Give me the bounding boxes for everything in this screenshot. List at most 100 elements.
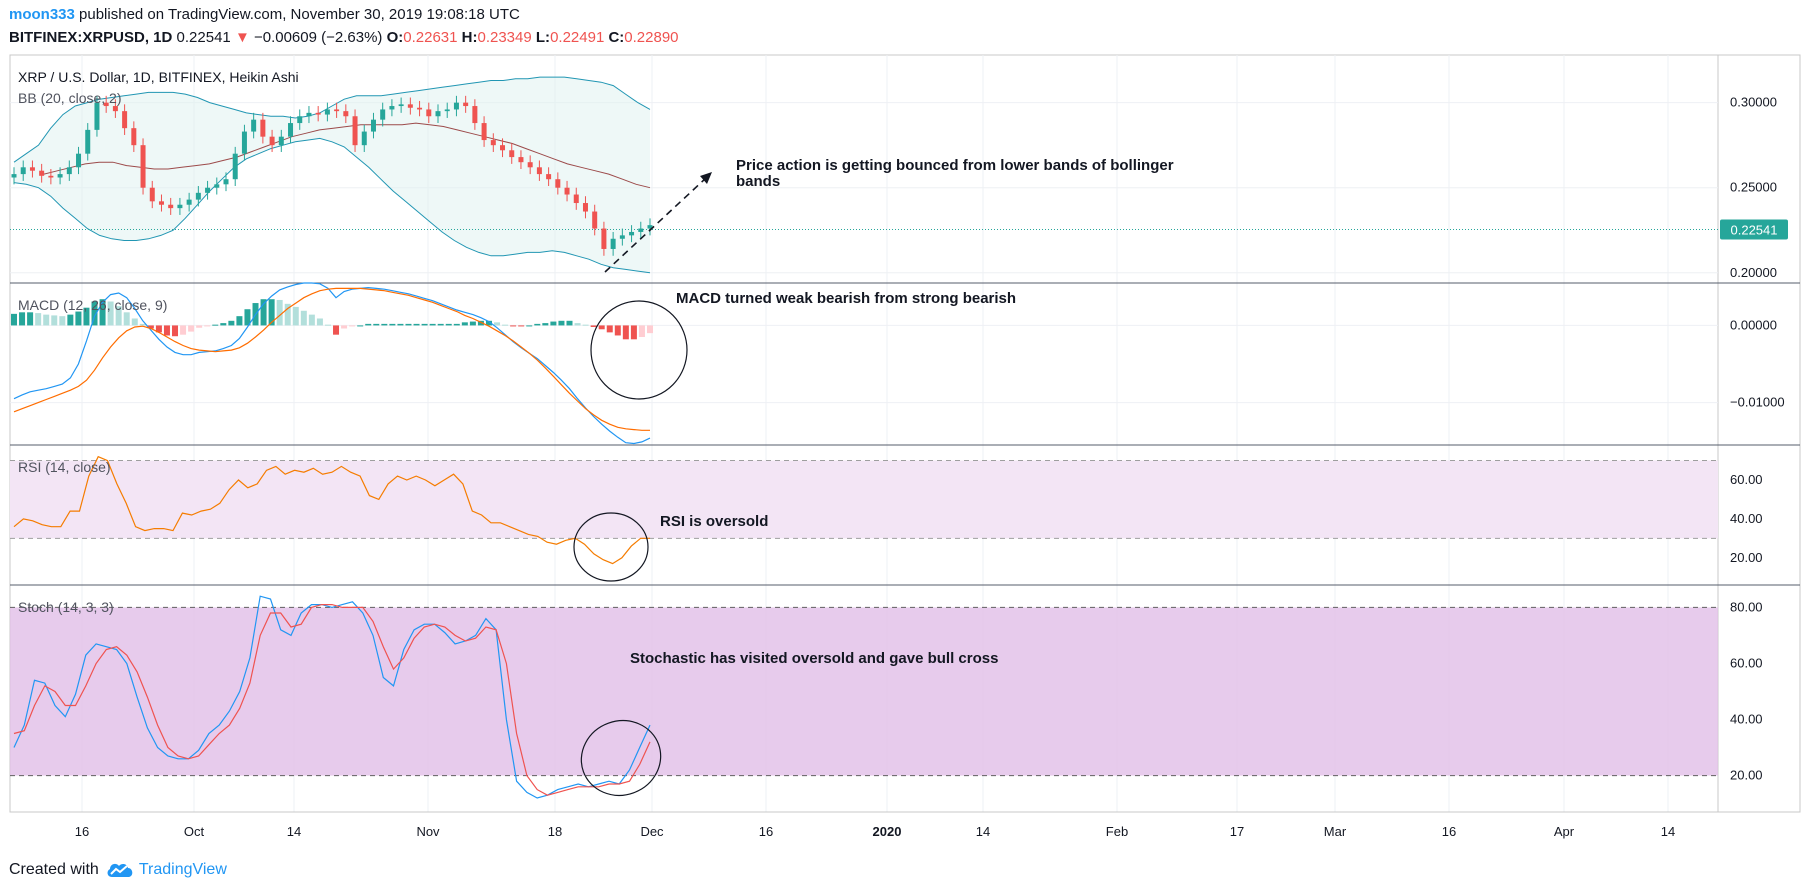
candle[interactable] (463, 102, 469, 107)
candle[interactable] (582, 203, 588, 212)
candle[interactable] (297, 116, 303, 124)
stoch-axis-label: 40.00 (1730, 712, 1763, 727)
macd-histogram-bar (188, 325, 195, 332)
candle[interactable] (39, 170, 45, 176)
candle[interactable] (306, 112, 312, 117)
candle[interactable] (398, 104, 404, 107)
macd-histogram-bar (437, 323, 444, 326)
candle[interactable] (260, 119, 266, 137)
candle[interactable] (573, 194, 579, 204)
candle[interactable] (472, 106, 478, 124)
candle[interactable] (647, 225, 653, 229)
macd-histogram-bar (139, 323, 146, 326)
bollinger-legend[interactable]: BB (20, close, 2) (18, 90, 122, 106)
candle[interactable] (426, 109, 432, 117)
symbol-legend: XRP / U.S. Dollar, 1D, BITFINEX, Heikin … (18, 69, 299, 85)
bollinger-upper-line (13, 76, 651, 163)
x-axis-label-14: 14 (976, 824, 990, 839)
x-axis-label-14: 14 (1661, 824, 1675, 839)
candle[interactable] (509, 150, 515, 158)
high-label: H: (461, 29, 478, 46)
macd-histogram-bar (397, 323, 404, 326)
candle[interactable] (177, 204, 183, 209)
candle[interactable] (214, 184, 220, 188)
candle[interactable] (112, 106, 118, 112)
tradingview-brand-link[interactable]: TradingView (138, 861, 227, 878)
candle[interactable] (103, 102, 109, 107)
candle[interactable] (241, 131, 247, 154)
candle[interactable] (11, 174, 17, 178)
candle[interactable] (564, 187, 570, 195)
macd-legend[interactable]: MACD (12, 26, close, 9) (18, 297, 167, 313)
candle[interactable] (453, 102, 459, 110)
macd-histogram-bar (107, 301, 114, 326)
candle[interactable] (76, 153, 82, 168)
candle[interactable] (278, 136, 284, 146)
macd-histogram-bar (244, 309, 251, 326)
candle[interactable] (168, 204, 174, 209)
candle[interactable] (610, 238, 616, 249)
candle[interactable] (158, 201, 164, 205)
candle[interactable] (481, 123, 487, 141)
candle[interactable] (149, 187, 155, 202)
candle[interactable] (417, 107, 423, 110)
candle[interactable] (29, 167, 35, 171)
candle[interactable] (546, 174, 552, 180)
rsi-axis-label: 60.00 (1730, 472, 1763, 487)
stoch-legend[interactable]: Stoch (14, 3, 3) (18, 599, 114, 615)
candle[interactable] (444, 109, 450, 112)
candle[interactable] (518, 157, 524, 163)
candle[interactable] (601, 228, 607, 249)
candle[interactable] (370, 119, 376, 132)
candle[interactable] (592, 211, 598, 229)
candle[interactable] (94, 102, 100, 130)
candle[interactable] (380, 109, 386, 120)
candle[interactable] (352, 116, 358, 146)
candle[interactable] (251, 119, 257, 132)
macd-histogram-bar (381, 323, 388, 326)
candle[interactable] (140, 145, 146, 188)
candle[interactable] (361, 131, 367, 146)
candle[interactable] (527, 162, 533, 168)
candle[interactable] (223, 179, 229, 185)
rsi-annotation-text: RSI is oversold (660, 513, 768, 530)
candle[interactable] (205, 187, 211, 193)
candle[interactable] (555, 179, 561, 188)
candle[interactable] (407, 104, 413, 108)
candle[interactable] (389, 106, 395, 110)
candle[interactable] (500, 145, 506, 151)
candle[interactable] (288, 123, 294, 137)
macd-histogram-bar (115, 306, 122, 326)
candle[interactable] (20, 167, 26, 175)
candle[interactable] (66, 167, 72, 175)
x-axis-label-16: 16 (759, 824, 773, 839)
candle[interactable] (122, 111, 128, 129)
candle[interactable] (57, 174, 63, 178)
macd-histogram-bar (35, 313, 42, 326)
candle[interactable] (131, 128, 137, 146)
candle[interactable] (315, 112, 321, 115)
candle[interactable] (269, 136, 275, 146)
candle[interactable] (619, 235, 625, 239)
candle[interactable] (85, 129, 91, 154)
candle[interactable] (536, 167, 542, 175)
candle[interactable] (629, 231, 635, 236)
author-link[interactable]: moon333 (9, 6, 75, 23)
candle[interactable] (186, 199, 192, 205)
candle[interactable] (232, 153, 238, 180)
candle[interactable] (195, 192, 201, 200)
stoch-d-line (13, 603, 651, 796)
close-label: C: (608, 29, 625, 46)
rsi-legend[interactable]: RSI (14, close) (18, 459, 111, 475)
candle[interactable] (48, 175, 54, 178)
candle[interactable] (638, 228, 644, 232)
bollinger-band-fill (14, 77, 650, 273)
candle[interactable] (324, 109, 330, 115)
candle[interactable] (334, 109, 340, 112)
macd-histogram-bar (59, 316, 66, 326)
candle[interactable] (343, 111, 349, 117)
candle[interactable] (435, 111, 441, 117)
candle[interactable] (490, 140, 496, 146)
stoch-k-line (13, 595, 651, 799)
